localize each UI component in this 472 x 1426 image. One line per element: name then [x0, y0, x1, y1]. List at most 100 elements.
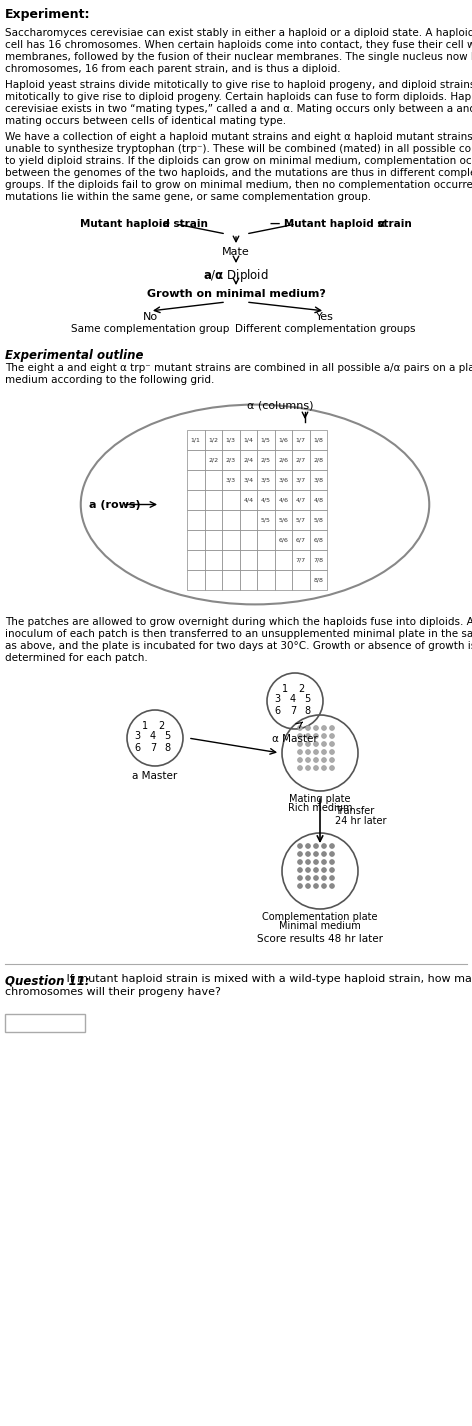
Text: 6: 6: [134, 743, 140, 753]
Bar: [239, 530, 257, 550]
Bar: [204, 511, 222, 530]
Bar: [257, 451, 275, 471]
Circle shape: [305, 867, 311, 873]
Bar: [275, 550, 292, 570]
Text: cell has 16 chromosomes. When certain haploids come into contact, they fuse thei: cell has 16 chromosomes. When certain ha…: [5, 40, 472, 50]
Circle shape: [305, 844, 311, 848]
Bar: [257, 471, 275, 491]
Bar: [275, 431, 292, 451]
Text: 7/8: 7/8: [313, 558, 323, 562]
Bar: [222, 570, 239, 590]
Text: 6: 6: [274, 706, 280, 716]
Bar: [187, 570, 204, 590]
Text: 8: 8: [304, 706, 310, 716]
Circle shape: [313, 884, 319, 888]
Text: Rich medium: Rich medium: [288, 803, 352, 813]
Bar: [310, 491, 327, 511]
Circle shape: [305, 757, 311, 763]
Circle shape: [321, 750, 327, 754]
Text: 3/6: 3/6: [278, 478, 288, 482]
Text: cerevisiae exists in two “mating types,” called a and α. Mating occurs only betw: cerevisiae exists in two “mating types,”…: [5, 104, 472, 114]
Bar: [222, 451, 239, 471]
Bar: [292, 431, 310, 451]
Bar: [222, 530, 239, 550]
Text: a (rows): a (rows): [89, 499, 141, 509]
Circle shape: [329, 867, 335, 873]
Text: 1/5: 1/5: [261, 438, 270, 442]
Text: 3/5: 3/5: [261, 478, 271, 482]
Text: 2/5: 2/5: [261, 458, 271, 462]
Text: 3/7: 3/7: [295, 478, 306, 482]
Circle shape: [313, 844, 319, 848]
Bar: [275, 451, 292, 471]
Circle shape: [313, 757, 319, 763]
Text: 2/3: 2/3: [226, 458, 236, 462]
Text: 4/7: 4/7: [295, 498, 306, 502]
Circle shape: [329, 884, 335, 888]
Text: Different complementation groups: Different complementation groups: [235, 324, 415, 334]
Bar: [292, 511, 310, 530]
Text: 2/7: 2/7: [295, 458, 306, 462]
Text: 2/2: 2/2: [208, 458, 219, 462]
Circle shape: [305, 876, 311, 880]
Text: 2/6: 2/6: [278, 458, 288, 462]
Bar: [222, 550, 239, 570]
Circle shape: [297, 860, 303, 864]
Circle shape: [305, 750, 311, 754]
Circle shape: [329, 757, 335, 763]
Circle shape: [329, 726, 335, 730]
Text: Mutant haploid strain: Mutant haploid strain: [80, 220, 211, 230]
Circle shape: [313, 851, 319, 857]
Text: a Master: a Master: [132, 771, 177, 781]
Circle shape: [329, 750, 335, 754]
Text: Question 11:: Question 11:: [5, 974, 90, 987]
Circle shape: [297, 757, 303, 763]
Text: 3/3: 3/3: [226, 478, 236, 482]
Text: We have a collection of eight a haploid mutant strains and eight α haploid mutan: We have a collection of eight a haploid …: [5, 133, 472, 143]
Bar: [275, 511, 292, 530]
Circle shape: [321, 876, 327, 880]
Text: 5: 5: [164, 732, 170, 742]
Text: 2/4: 2/4: [243, 458, 253, 462]
Circle shape: [313, 876, 319, 880]
Bar: [239, 451, 257, 471]
Bar: [257, 511, 275, 530]
Text: 1/8: 1/8: [313, 438, 323, 442]
Bar: [292, 451, 310, 471]
Text: 2: 2: [158, 722, 164, 732]
Circle shape: [313, 860, 319, 864]
Text: $\mathbf{a}$/$\mathbf{\alpha}$ Diploid: $\mathbf{a}$/$\mathbf{\alpha}$ Diploid: [203, 267, 269, 284]
Circle shape: [313, 867, 319, 873]
Text: 2: 2: [298, 684, 304, 694]
Bar: [239, 431, 257, 451]
Bar: [204, 530, 222, 550]
Bar: [187, 431, 204, 451]
Bar: [187, 511, 204, 530]
Bar: [257, 550, 275, 570]
Bar: [310, 431, 327, 451]
Circle shape: [297, 766, 303, 770]
Circle shape: [313, 766, 319, 770]
Bar: [204, 451, 222, 471]
Text: Haploid yeast strains divide mitotically to give rise to haploid progeny, and di: Haploid yeast strains divide mitotically…: [5, 80, 472, 90]
Circle shape: [305, 733, 311, 739]
Text: 5/8: 5/8: [313, 518, 323, 522]
Bar: [204, 570, 222, 590]
Text: 4/4: 4/4: [243, 498, 253, 502]
Circle shape: [329, 742, 335, 746]
Bar: [222, 511, 239, 530]
Text: 7/7: 7/7: [295, 558, 306, 562]
Circle shape: [321, 742, 327, 746]
Text: 4: 4: [290, 694, 296, 704]
Bar: [310, 471, 327, 491]
Text: 1/2: 1/2: [208, 438, 218, 442]
Text: Experimental outline: Experimental outline: [5, 349, 143, 362]
Circle shape: [313, 750, 319, 754]
Bar: [239, 570, 257, 590]
Circle shape: [329, 844, 335, 848]
Bar: [204, 550, 222, 570]
Text: 4/6: 4/6: [278, 498, 288, 502]
Bar: [257, 570, 275, 590]
Text: 1: 1: [282, 684, 288, 694]
Circle shape: [297, 884, 303, 888]
